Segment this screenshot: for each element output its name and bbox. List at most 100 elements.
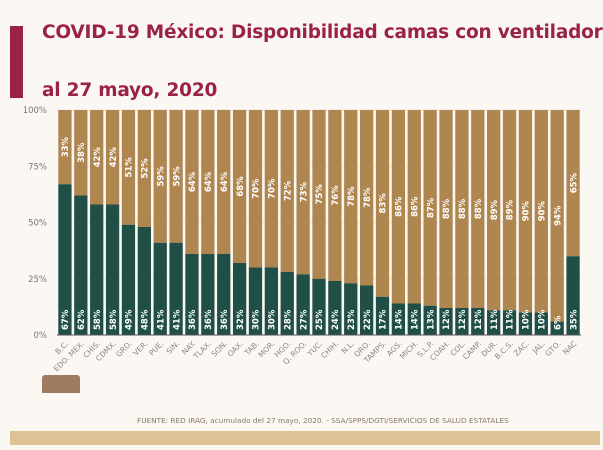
data-label-occupied: 17% (379, 309, 389, 330)
data-label-available: 78% (363, 187, 373, 208)
bar-occupied (296, 274, 310, 335)
bar-available (518, 110, 533, 313)
bar-occupied (185, 254, 199, 335)
y-tick-label: 75% (28, 162, 47, 172)
x-category-label: SON. (210, 339, 230, 359)
x-category-label: PUE. (147, 339, 165, 357)
bar-occupied (217, 254, 231, 335)
x-category-label: MICH. (398, 339, 420, 361)
x-category-label: GTO. (543, 339, 562, 358)
y-tick-label: 50% (28, 219, 47, 229)
bar-available (471, 110, 485, 308)
bar-available (58, 110, 72, 185)
bar-occupied (264, 267, 279, 335)
bar-occupied (375, 296, 390, 335)
x-category-label: NAC (561, 339, 579, 357)
data-label-available: 59% (156, 166, 166, 187)
data-label-occupied: 10% (538, 309, 548, 330)
data-label-available: 94% (553, 205, 563, 226)
bar-available (201, 110, 215, 254)
data-label-occupied: 12% (442, 309, 452, 330)
data-label-available: 76% (331, 185, 341, 206)
bar-occupied (518, 312, 533, 335)
title-accent-bar (10, 26, 23, 98)
data-label-occupied: 35% (569, 309, 579, 330)
bar-occupied (423, 305, 437, 335)
data-label-occupied: 36% (204, 309, 214, 330)
bar-occupied (58, 184, 72, 335)
data-label-occupied: 36% (188, 309, 198, 330)
x-category-label: MOR. (256, 339, 276, 359)
bar-available (423, 110, 437, 306)
x-category-label: CHIH. (319, 339, 340, 360)
data-label-available: 64% (204, 171, 214, 192)
data-label-available: 78% (347, 186, 357, 207)
bar-occupied (137, 227, 151, 335)
data-label-occupied: 58% (93, 309, 103, 330)
data-label-available: 86% (410, 196, 420, 217)
data-label-occupied: 30% (268, 309, 278, 330)
bar-available (90, 110, 104, 205)
data-label-occupied: 36% (220, 309, 230, 330)
data-label-available: 90% (522, 201, 532, 222)
x-category-label: VER. (131, 339, 150, 358)
bar-occupied (566, 256, 580, 335)
bar-occupied (471, 308, 485, 335)
data-label-occupied: 62% (77, 309, 87, 330)
data-label-occupied: 25% (315, 309, 325, 330)
data-label-available: 73% (299, 181, 309, 202)
data-label-available: 59% (172, 166, 182, 187)
bar-occupied (201, 254, 215, 335)
bar-available (439, 110, 453, 308)
page-title: COVID-19 México: Disponibilidad camas co… (42, 22, 603, 43)
data-label-occupied: 41% (156, 309, 166, 330)
data-label-available: 88% (442, 198, 452, 219)
data-label-occupied: 11% (506, 309, 516, 330)
bar-occupied (280, 272, 294, 335)
bar-occupied (248, 267, 263, 335)
data-label-available: 42% (109, 147, 119, 168)
x-category-label: OAX. (226, 339, 245, 358)
data-label-available: 52% (141, 158, 151, 179)
bar-occupied (328, 281, 342, 335)
bar-available (487, 110, 501, 311)
source-footer: FUENTE: RED IRAG, acumulado del 27 mayo,… (137, 416, 509, 425)
bar-occupied (455, 308, 469, 335)
bar-occupied (439, 308, 453, 335)
y-tick-label: 25% (28, 275, 47, 285)
data-label-available: 89% (506, 199, 516, 220)
footer-band (10, 431, 600, 445)
bar-occupied (534, 312, 548, 335)
x-category-label: B.C.S. (493, 339, 515, 361)
data-label-occupied: 24% (331, 309, 341, 330)
bar-available (566, 110, 580, 257)
bar-available (534, 110, 548, 313)
bar-occupied (391, 303, 406, 335)
bar-available (391, 110, 406, 304)
bar-available (169, 110, 183, 243)
data-label-occupied: 32% (236, 309, 246, 330)
bar-available (550, 110, 564, 322)
data-label-occupied: 23% (347, 309, 357, 330)
bar-available (312, 110, 326, 279)
bar-occupied (169, 242, 183, 335)
data-label-occupied: 27% (299, 309, 309, 330)
bar-occupied (105, 204, 120, 335)
bar-available (74, 110, 88, 196)
data-label-available: 51% (125, 157, 135, 178)
data-label-available: 38% (77, 142, 87, 163)
data-label-occupied: 58% (109, 309, 119, 330)
data-label-available: 86% (395, 196, 405, 217)
data-label-available: 72% (283, 180, 293, 201)
bar-available (502, 110, 517, 311)
bar-available (153, 110, 167, 243)
bar-occupied (550, 321, 564, 335)
bar-available (280, 110, 294, 272)
data-label-available: 89% (490, 199, 500, 220)
bar-occupied (312, 278, 326, 335)
bar-available (264, 110, 279, 268)
data-label-available: 64% (188, 171, 198, 192)
data-label-occupied: 13% (426, 309, 436, 330)
x-category-label: ZAC. (512, 339, 531, 358)
data-label-occupied: 14% (395, 309, 405, 330)
